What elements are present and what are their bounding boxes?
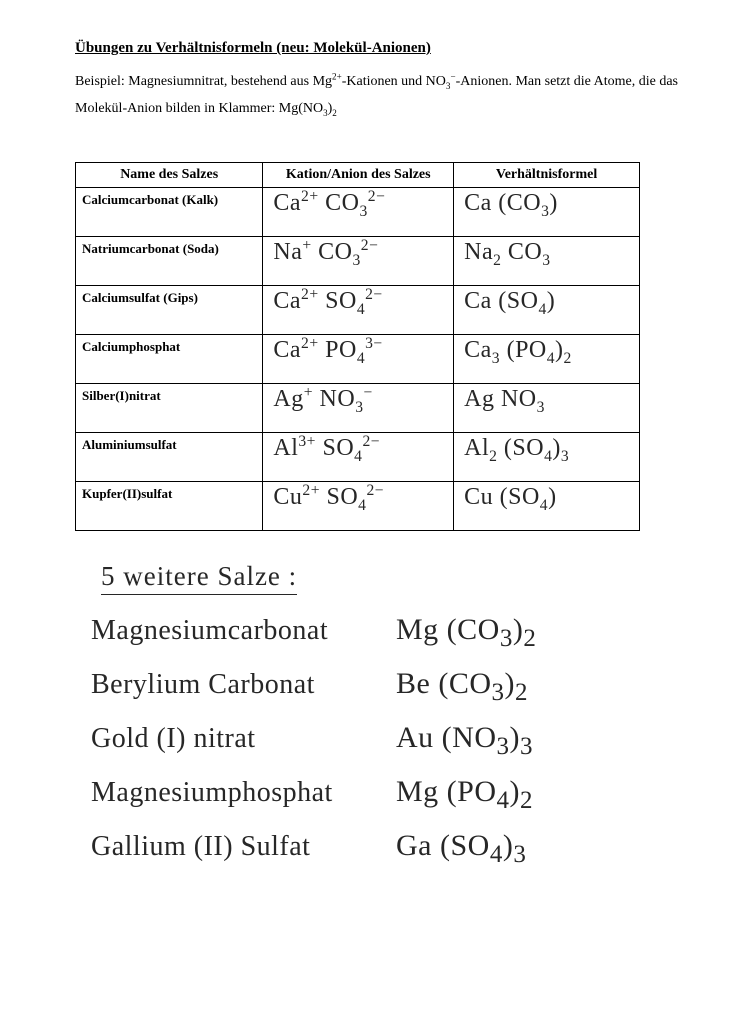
printed-name: Calciumcarbonat (Kalk) [76, 188, 262, 210]
cell-ions: Ca2+ CO32− [263, 188, 454, 237]
extra-section: 5 weitere Salze : MagnesiumcarbonatMg (C… [75, 555, 690, 869]
handwritten-ions: Ca2+ CO32− [263, 188, 453, 220]
extra-salt-formula: Au (NO3)3 [396, 721, 533, 761]
table-row: CalciumphosphatCa2+ PO43−Ca3 (PO4)2 [76, 335, 640, 384]
cell-formula: Ca (SO4) [454, 286, 640, 335]
cell-salt-name: Calciumcarbonat (Kalk) [76, 188, 263, 237]
printed-name: Natriumcarbonat (Soda) [76, 237, 262, 259]
printed-name: Calciumphosphat [76, 335, 262, 357]
table-header-row: Name des Salzes Kation/Anion des Salzes … [76, 163, 640, 188]
extra-salt-name: Magnesiumphosphat [91, 777, 396, 809]
cell-salt-name: Calciumsulfat (Gips) [76, 286, 263, 335]
table-row: Silber(I)nitratAg+ NO3−Ag NO3 [76, 384, 640, 433]
salts-table: Name des Salzes Kation/Anion des Salzes … [75, 162, 640, 531]
extra-section-title: 5 weitere Salze : [101, 561, 297, 595]
printed-name: Kupfer(II)sulfat [76, 482, 262, 504]
cell-formula: Al2 (SO4)3 [454, 433, 640, 482]
extra-row: MagnesiumcarbonatMg (CO3)2 [91, 613, 690, 653]
extra-row: Gold (I) nitratAu (NO3)3 [91, 721, 690, 761]
cell-ions: Ca2+ SO42− [263, 286, 454, 335]
cell-formula: Ca (CO3) [454, 188, 640, 237]
handwritten-ions: Na+ CO32− [263, 237, 453, 269]
cell-salt-name: Calciumphosphat [76, 335, 263, 384]
cell-ions: Ca2+ PO43− [263, 335, 454, 384]
cell-salt-name: Silber(I)nitrat [76, 384, 263, 433]
table-row: Kupfer(II)sulfatCu2+ SO42−Cu (SO4) [76, 482, 640, 531]
table-row: AluminiumsulfatAl3+ SO42−Al2 (SO4)3 [76, 433, 640, 482]
extra-salt-name: Magnesiumcarbonat [91, 615, 396, 647]
handwritten-ions: Ca2+ PO43− [263, 335, 453, 367]
cell-salt-name: Aluminiumsulfat [76, 433, 263, 482]
handwritten-formula: Ca3 (PO4)2 [454, 335, 639, 367]
intro-paragraph: Beispiel: Magnesiumnitrat, bestehend aus… [75, 69, 690, 122]
cell-ions: Ag+ NO3− [263, 384, 454, 433]
handwritten-ions: Al3+ SO42− [263, 433, 453, 465]
cell-formula: Cu (SO4) [454, 482, 640, 531]
cell-salt-name: Natriumcarbonat (Soda) [76, 237, 263, 286]
cell-ions: Na+ CO32− [263, 237, 454, 286]
handwritten-ions: Ca2+ SO42− [263, 286, 453, 318]
extra-row: Gallium (II) SulfatGa (SO4)3 [91, 829, 690, 869]
handwritten-formula: Cu (SO4) [454, 482, 639, 514]
cell-formula: Ca3 (PO4)2 [454, 335, 640, 384]
table-row: Natriumcarbonat (Soda)Na+ CO32−Na2 CO3 [76, 237, 640, 286]
th-formula: Verhältnisformel [454, 163, 640, 188]
cell-ions: Cu2+ SO42− [263, 482, 454, 531]
extra-row: MagnesiumphosphatMg (PO4)2 [91, 775, 690, 815]
printed-name: Silber(I)nitrat [76, 384, 262, 406]
printed-name: Aluminiumsulfat [76, 433, 262, 455]
handwritten-ions: Cu2+ SO42− [263, 482, 453, 514]
extra-salt-formula: Be (CO3)2 [396, 667, 528, 707]
handwritten-ions: Ag+ NO3− [263, 384, 453, 416]
extra-salt-formula: Ga (SO4)3 [396, 829, 526, 869]
cell-formula: Ag NO3 [454, 384, 640, 433]
handwritten-formula: Al2 (SO4)3 [454, 433, 639, 465]
handwritten-formula: Na2 CO3 [454, 237, 639, 269]
handwritten-formula: Ag NO3 [454, 384, 639, 416]
page-title: Übungen zu Verhältnisformeln (neu: Molek… [75, 40, 690, 57]
extra-salt-name: Gold (I) nitrat [91, 723, 396, 755]
extra-salt-name: Gallium (II) Sulfat [91, 831, 396, 863]
extra-salt-formula: Mg (PO4)2 [396, 775, 533, 815]
cell-formula: Na2 CO3 [454, 237, 640, 286]
table-row: Calciumcarbonat (Kalk)Ca2+ CO32−Ca (CO3) [76, 188, 640, 237]
printed-name: Calciumsulfat (Gips) [76, 286, 262, 308]
extra-list: MagnesiumcarbonatMg (CO3)2Berylium Carbo… [83, 613, 690, 869]
worksheet-page: Übungen zu Verhältnisformeln (neu: Molek… [0, 0, 750, 913]
th-ions: Kation/Anion des Salzes [263, 163, 454, 188]
cell-ions: Al3+ SO42− [263, 433, 454, 482]
table-body: Calciumcarbonat (Kalk)Ca2+ CO32−Ca (CO3)… [76, 188, 640, 531]
handwritten-formula: Ca (CO3) [454, 188, 639, 220]
extra-salt-formula: Mg (CO3)2 [396, 613, 536, 653]
table-row: Calciumsulfat (Gips)Ca2+ SO42−Ca (SO4) [76, 286, 640, 335]
th-name: Name des Salzes [76, 163, 263, 188]
extra-row: Berylium CarbonatBe (CO3)2 [91, 667, 690, 707]
cell-salt-name: Kupfer(II)sulfat [76, 482, 263, 531]
extra-salt-name: Berylium Carbonat [91, 669, 396, 701]
handwritten-formula: Ca (SO4) [454, 286, 639, 318]
